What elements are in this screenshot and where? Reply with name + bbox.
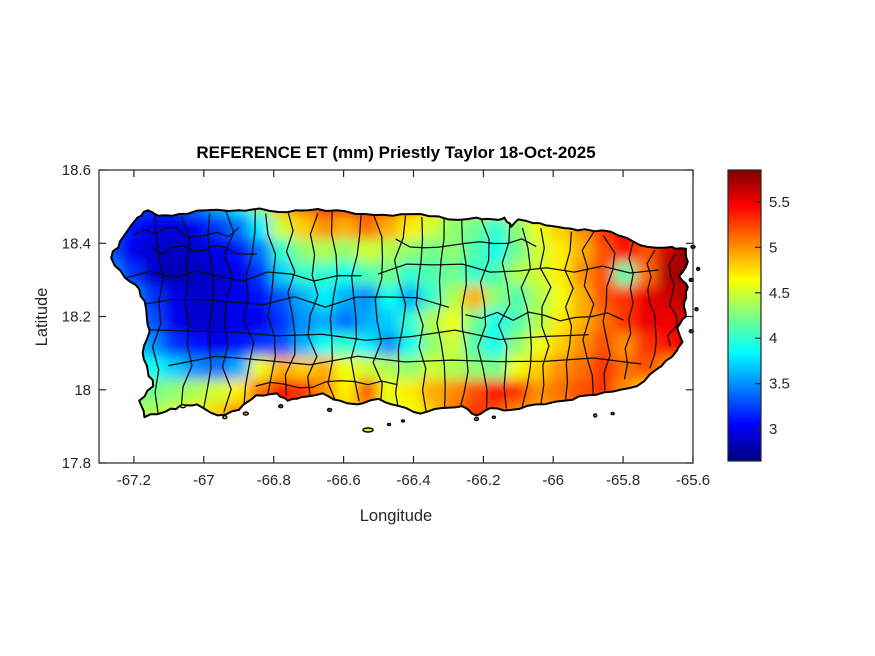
y-tick-label: 18.4 [62, 235, 91, 252]
offshore-islets [179, 244, 701, 433]
puerto-rico-coastline [110, 207, 689, 419]
islet [694, 307, 699, 312]
colorbar-gradient [728, 170, 761, 461]
axis-ticks [99, 169, 694, 464]
islet [326, 407, 333, 413]
islet [473, 416, 480, 422]
x-tick-label: -66.6 [326, 472, 360, 489]
islet [179, 404, 187, 409]
colorbar-tick-label: 3 [769, 421, 777, 438]
islet [362, 427, 374, 433]
colorbar-tick-label: 4.5 [769, 285, 790, 302]
colorbar-ticks [755, 201, 761, 430]
islet [696, 266, 701, 272]
y-tick-label: 18 [74, 382, 91, 399]
y-tick-label: 18.2 [62, 309, 91, 326]
x-tick-label: -66 [542, 472, 564, 489]
x-tick-label: -67.2 [117, 472, 151, 489]
x-tick-label: -65.8 [606, 472, 640, 489]
colorbar-tick-label: 5 [769, 239, 777, 256]
colorbar-tick-labels: 3 3.5 4 4.5 5 5.5 [769, 194, 790, 438]
islet [593, 413, 598, 418]
islet [491, 415, 496, 419]
x-tick-label: -67 [193, 472, 215, 489]
axis-tick-labels: -67.2 -67 -66.8 -66.6 -66.4 -66.2 -66 -65.8 -65.… [62, 162, 710, 489]
et-heatmap-field [111, 208, 688, 418]
y-axis-label: Latitude [33, 288, 51, 347]
municipality-boundaries [126, 209, 678, 417]
islet [222, 415, 228, 420]
x-axis-label: Longitude [360, 507, 433, 525]
islet [386, 422, 392, 427]
colorbar-tick-label: 4 [769, 330, 777, 347]
colorbar-border [727, 169, 762, 462]
x-tick-label: -65.6 [676, 472, 710, 489]
x-tick-label: -66.2 [466, 472, 500, 489]
islet [610, 411, 615, 416]
islet [242, 411, 250, 416]
islet [400, 419, 406, 423]
y-tick-label: 17.8 [62, 455, 91, 472]
islet [278, 404, 284, 409]
y-tick-label: 18.6 [62, 162, 91, 179]
x-tick-label: -66.8 [257, 472, 291, 489]
colorbar-tick-label: 5.5 [769, 194, 790, 211]
x-tick-label: -66.4 [396, 472, 430, 489]
colorbar-tick-label: 3.5 [769, 376, 790, 393]
colorbar: 3 3.5 4 4.5 5 5.5 [727, 169, 790, 462]
chart-title: REFERENCE ET (mm) Priestly Taylor 18-Oct… [196, 143, 595, 162]
